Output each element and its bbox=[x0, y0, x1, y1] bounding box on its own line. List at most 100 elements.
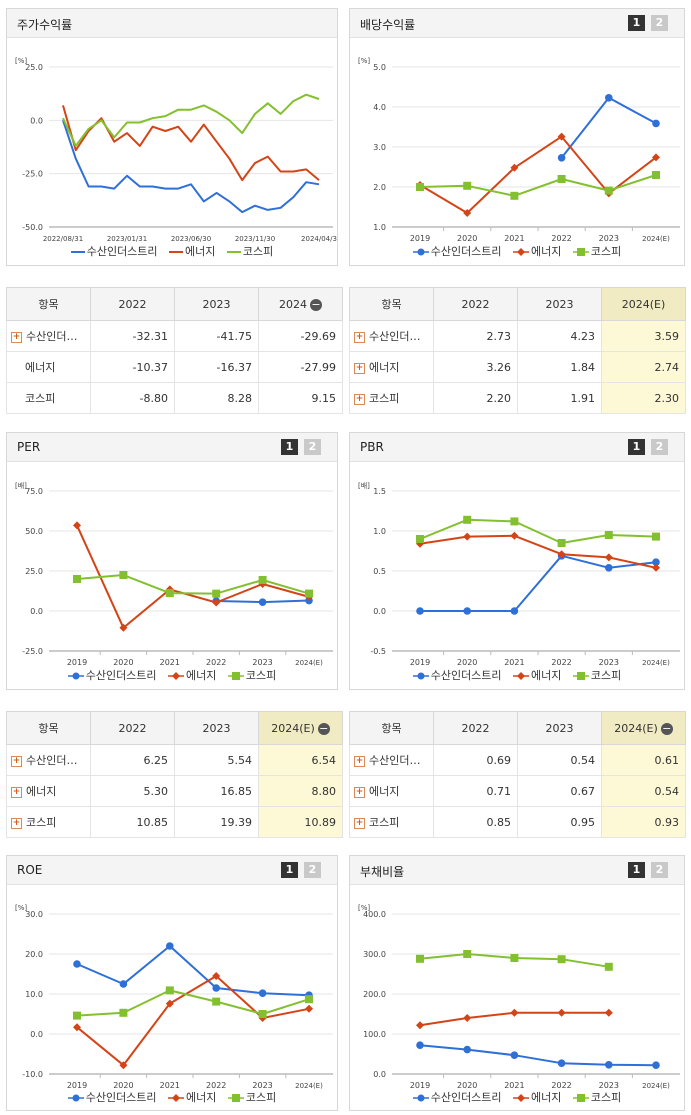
legend-item-s1[interactable]: 수산인더스트리 bbox=[412, 1089, 502, 1105]
value-cell: 6.25 bbox=[90, 744, 175, 776]
legend-item-s1[interactable]: 수산인더스트리 bbox=[67, 1089, 157, 1105]
y-tick-label: 75.0 bbox=[25, 487, 43, 496]
panel-title: 주가수익률 bbox=[17, 18, 73, 32]
legend-item-s2[interactable]: 에너지 bbox=[168, 1089, 216, 1105]
legend-item-s3[interactable]: 코스피 bbox=[572, 667, 621, 683]
y-tick-label: 25.0 bbox=[25, 63, 43, 72]
legend-item-s3[interactable]: 코스피 bbox=[572, 243, 621, 259]
row-name: 수산인더… bbox=[26, 754, 78, 767]
collapse-icon[interactable]: − bbox=[310, 297, 322, 311]
row-name-cell: + 에너지 bbox=[6, 775, 91, 807]
page-1-button[interactable]: 1 bbox=[628, 862, 645, 878]
expand-icon[interactable]: + bbox=[354, 786, 365, 798]
collapse-icon[interactable]: − bbox=[317, 721, 330, 735]
series-kospi-point bbox=[416, 535, 424, 543]
row-name-cell: + 수산인더… bbox=[6, 320, 91, 352]
series-kospi-point bbox=[652, 532, 660, 541]
page-1-button[interactable]: 1 bbox=[628, 15, 645, 31]
y-tick-label: 400.0 bbox=[363, 910, 386, 919]
expand-icon[interactable]: + bbox=[354, 331, 365, 343]
page-2-button[interactable]: 2 bbox=[651, 439, 668, 455]
value-cell: 0.85 bbox=[433, 806, 518, 838]
panel-header: PER 1 2 bbox=[7, 433, 337, 462]
legend-item-s1[interactable]: 수산인더스트리 bbox=[70, 243, 158, 259]
expand-icon[interactable]: + bbox=[354, 362, 365, 374]
legend-item-s1[interactable]: 수산인더스트리 bbox=[412, 243, 502, 259]
legend-item-s3[interactable]: 코스피 bbox=[227, 1089, 276, 1105]
x-tick-label: 2020 bbox=[457, 1081, 477, 1090]
page-1-button[interactable]: 1 bbox=[281, 439, 298, 455]
y-tick-label: 200.0 bbox=[363, 990, 386, 999]
legend-item-s2[interactable]: 에너지 bbox=[169, 243, 215, 259]
page-2-button[interactable]: 2 bbox=[304, 862, 321, 878]
y-tick-label: 1.5 bbox=[373, 487, 386, 496]
value-cell: -16.37 bbox=[174, 351, 259, 383]
legend-item-s3[interactable]: 코스피 bbox=[226, 243, 273, 259]
series-suhsan-line bbox=[419, 1044, 657, 1067]
table-row: 코스피 -8.80 8.28 9.15 bbox=[6, 382, 343, 414]
legend-item-s2[interactable]: 에너지 bbox=[513, 667, 561, 683]
y-tick-label: 2.0 bbox=[373, 183, 386, 192]
dividend-yield-chart: 5.0 4.0 3.0 2.0 1.0 2019 2020 2021 2022 2023 2024(… bbox=[373, 63, 680, 243]
legend-label: 에너지 bbox=[186, 1091, 217, 1104]
x-tick-label: 2020 bbox=[457, 234, 477, 243]
header-cell: 2024(E) − bbox=[601, 711, 686, 745]
value-cell: 0.71 bbox=[433, 775, 518, 807]
x-tick-label: 2021 bbox=[504, 1081, 524, 1090]
series-kospi-point bbox=[119, 1008, 128, 1017]
header-label: 2024 bbox=[279, 297, 307, 311]
series-energy-point bbox=[212, 972, 221, 980]
panel-header: ROE 1 2 bbox=[7, 856, 337, 885]
value-cell: 8.28 bbox=[174, 382, 259, 414]
value-cell: 1.91 bbox=[517, 382, 602, 414]
row-name: 에너지 bbox=[26, 785, 57, 798]
series-energy-line bbox=[419, 135, 657, 214]
expand-icon[interactable]: + bbox=[354, 817, 365, 829]
value-cell: 0.54 bbox=[601, 775, 686, 807]
page-2-button[interactable]: 2 bbox=[304, 439, 321, 455]
y-tick-label: -25.0 bbox=[22, 170, 43, 179]
expand-icon[interactable]: + bbox=[11, 817, 22, 829]
expand-icon[interactable]: + bbox=[11, 755, 22, 767]
legend-item-s2[interactable]: 에너지 bbox=[168, 667, 216, 683]
table-row: + 코스피 0.85 0.95 0.93 bbox=[349, 806, 686, 838]
row-name: 에너지 bbox=[369, 361, 400, 374]
value-cell: 3.59 bbox=[601, 320, 686, 352]
x-tick-label: 2020 bbox=[113, 658, 133, 667]
y-tick-label: 0.0 bbox=[373, 607, 386, 616]
header-cell: 항목 bbox=[349, 711, 434, 745]
page-1-button[interactable]: 1 bbox=[628, 439, 645, 455]
legend-item-s2[interactable]: 에너지 bbox=[513, 243, 561, 259]
series-suhsan-point bbox=[416, 607, 424, 615]
table-row: + 코스피 10.85 19.39 10.89 bbox=[6, 806, 343, 838]
series-energy-point bbox=[416, 1021, 424, 1030]
value-cell: 2.20 bbox=[433, 382, 518, 414]
series-suhsan-line bbox=[62, 119, 320, 214]
y-tick-label: 4.0 bbox=[373, 103, 386, 112]
series-energy-point bbox=[652, 563, 660, 572]
legend-label: 에너지 bbox=[531, 1091, 562, 1104]
legend-item-s3[interactable]: 코스피 bbox=[227, 667, 276, 683]
per-panel: PER 1 2 [배] 75.0 50.0 25.0 0.0 -25.0 2019 2020… bbox=[6, 432, 338, 690]
series-energy-point bbox=[463, 532, 472, 541]
page-2-button[interactable]: 2 bbox=[651, 862, 668, 878]
panel-title: 부채비율 bbox=[360, 865, 405, 879]
page-2-button[interactable]: 2 bbox=[651, 15, 668, 31]
legend-item-s1[interactable]: 수산인더스트리 bbox=[412, 667, 502, 683]
x-tick-label: 2024(E) bbox=[295, 1082, 323, 1090]
expand-icon[interactable]: + bbox=[11, 331, 22, 343]
legend-item-s1[interactable]: 수산인더스트리 bbox=[67, 667, 157, 683]
expand-icon[interactable]: + bbox=[354, 393, 365, 405]
series-kospi-point bbox=[258, 575, 267, 584]
page-1-button[interactable]: 1 bbox=[281, 862, 298, 878]
series-kospi-line bbox=[419, 518, 657, 544]
series-suhsan-point bbox=[557, 1059, 566, 1067]
row-name-cell: 코스피 bbox=[6, 382, 91, 414]
series-suhsan-point bbox=[652, 1061, 660, 1069]
expand-icon[interactable]: + bbox=[11, 786, 22, 798]
legend-item-s3[interactable]: 코스피 bbox=[572, 1089, 621, 1105]
x-tick-label: 2022 bbox=[206, 1081, 226, 1090]
expand-icon[interactable]: + bbox=[354, 755, 365, 767]
collapse-icon[interactable]: − bbox=[660, 721, 673, 735]
legend-item-s2[interactable]: 에너지 bbox=[513, 1089, 561, 1105]
